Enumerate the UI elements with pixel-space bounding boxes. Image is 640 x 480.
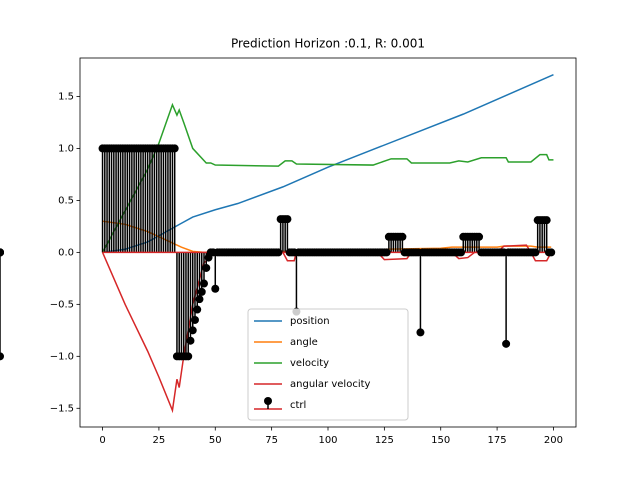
stem-marker bbox=[457, 248, 466, 257]
stem-marker bbox=[186, 336, 195, 345]
y-tick-label: 0.0 bbox=[58, 247, 74, 258]
x-tick-label: 175 bbox=[488, 435, 507, 446]
stem-marker bbox=[0, 352, 4, 361]
plot-area bbox=[0, 73, 556, 414]
stem-marker bbox=[202, 263, 211, 272]
stem-marker bbox=[398, 232, 407, 241]
legend-label: ctrl bbox=[290, 400, 306, 411]
x-tick-label: 75 bbox=[265, 435, 278, 446]
stem-marker bbox=[193, 305, 202, 314]
y-tick-label: 1.5 bbox=[58, 91, 74, 102]
stem-marker bbox=[475, 232, 484, 241]
y-tick-label: −1.5 bbox=[50, 403, 74, 414]
stem-marker bbox=[188, 326, 197, 335]
x-tick-label: 125 bbox=[375, 435, 394, 446]
x-tick-label: 100 bbox=[318, 435, 337, 446]
x-tick-label: 25 bbox=[153, 435, 166, 446]
legend-label: angular velocity bbox=[290, 379, 371, 390]
stem-marker bbox=[197, 287, 206, 296]
x-tick-label: 150 bbox=[431, 435, 450, 446]
stem-marker bbox=[195, 295, 204, 304]
legend-label: position bbox=[290, 316, 330, 327]
stem-marker bbox=[170, 144, 179, 153]
legend-swatch bbox=[264, 397, 272, 405]
line-series bbox=[102, 73, 554, 254]
stem-marker bbox=[283, 215, 292, 224]
stem-marker bbox=[190, 315, 199, 324]
stem-marker bbox=[531, 248, 540, 257]
stem-marker bbox=[547, 248, 556, 257]
stem-marker bbox=[0, 248, 4, 257]
stem-marker bbox=[274, 248, 283, 257]
legend-label: velocity bbox=[290, 358, 329, 369]
stem-marker bbox=[416, 328, 425, 337]
chart-title: Prediction Horizon :0.1, R: 0.001 bbox=[231, 37, 425, 51]
legend-label: angle bbox=[290, 337, 318, 348]
x-tick-label: 0 bbox=[99, 435, 105, 446]
y-tick-label: 1.0 bbox=[58, 143, 74, 154]
y-tick-label: 0.5 bbox=[58, 195, 74, 206]
legend-box bbox=[247, 308, 409, 421]
stem-marker bbox=[200, 279, 208, 288]
x-tick-label: 50 bbox=[209, 435, 222, 446]
stem-marker bbox=[184, 352, 193, 361]
stem-marker bbox=[211, 284, 220, 293]
y-tick-label: −0.5 bbox=[50, 299, 74, 310]
line-series bbox=[101, 102, 554, 253]
stem-marker bbox=[382, 248, 391, 257]
y-tick-label: −1.0 bbox=[50, 351, 74, 362]
stem-marker bbox=[502, 339, 511, 348]
legend: position angle velocity angular velocity ctr… bbox=[247, 308, 409, 421]
stem-marker bbox=[542, 216, 551, 225]
x-tick-label: 200 bbox=[544, 435, 563, 446]
